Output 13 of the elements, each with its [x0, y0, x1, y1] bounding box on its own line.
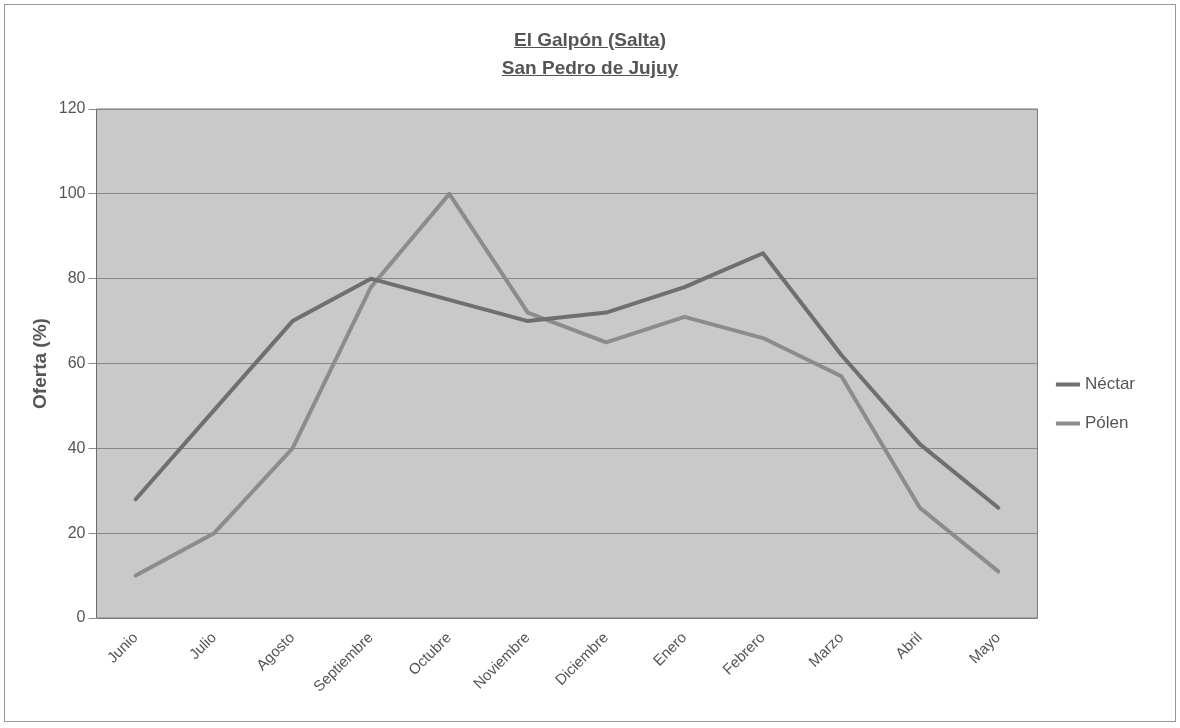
chart-title: El Galpón (Salta)	[513, 29, 667, 51]
legend-label: Pólen	[1084, 413, 1129, 433]
y-tick-label: 120	[58, 99, 86, 117]
y-tick-label: 100	[58, 184, 86, 202]
y-tick-label: 20	[67, 523, 86, 541]
x-tick-label: Julio	[185, 628, 220, 663]
chart-subtitle: San Pedro de Jujuy	[500, 57, 680, 79]
y-tick-label: 40	[67, 438, 86, 456]
y-tick-label: 60	[67, 353, 86, 371]
y-axis-title: Oferta (%)	[28, 318, 50, 409]
legend-label: Néctar	[1084, 374, 1136, 394]
y-tick-label: 80	[67, 269, 86, 287]
y-tick-label: 0	[76, 608, 86, 626]
